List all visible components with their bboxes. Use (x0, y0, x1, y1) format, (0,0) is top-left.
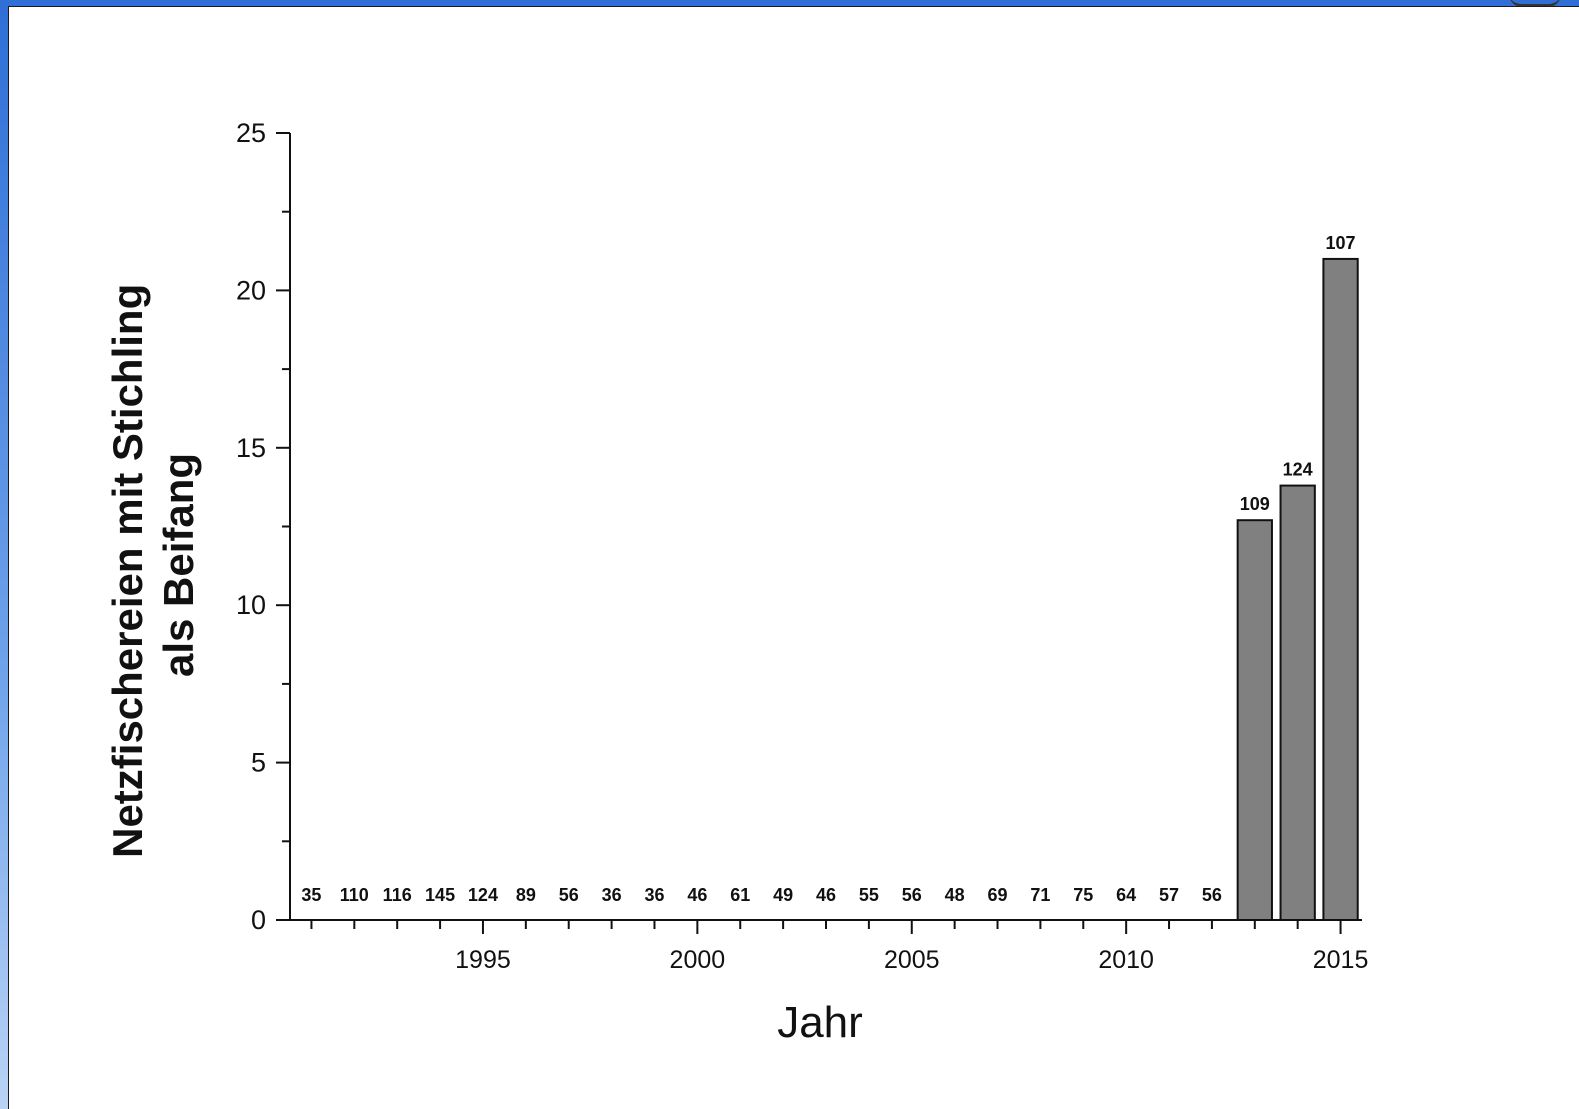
bar-label: 89 (516, 885, 536, 905)
x-tick-label: 2015 (1313, 946, 1369, 974)
bar (1236, 519, 1273, 921)
bar-label: 69 (988, 885, 1008, 905)
bar-label: 124 (468, 885, 498, 905)
bar (1279, 484, 1316, 921)
bar-label: 109 (1240, 494, 1270, 514)
bar-label: 107 (1326, 233, 1356, 253)
x-tick-label: 2000 (670, 946, 726, 974)
bars (1236, 257, 1359, 922)
bar-label: 35 (301, 885, 321, 905)
bar-label: 57 (1159, 885, 1179, 905)
y-axis-title-line-1: Netzfischereien mit Stichling (104, 284, 151, 858)
bar-label: 48 (945, 885, 965, 905)
y-axis-title-line-2: als Beifang (155, 453, 202, 677)
bar-label: 49 (773, 885, 793, 905)
bar-label: 116 (383, 885, 412, 905)
bar-label: 46 (687, 885, 707, 905)
bar-label: 56 (902, 885, 922, 905)
x-tick-label: 2010 (1098, 946, 1154, 974)
bar-label: 110 (340, 885, 369, 905)
chart-panel (8, 6, 1579, 1109)
bar-label: 36 (602, 885, 622, 905)
x-tick-label: 1995 (455, 946, 511, 974)
bar-labels: 35 110 116 145 124 89 56 36 36 46 61 49 46 55 56 48 69 71… (301, 233, 1355, 905)
y-axis: 0 5 10 15 20 25 (236, 118, 291, 935)
bar (1322, 257, 1359, 922)
y-axis-title: Netzfischereien mit Stichling als Beifan… (104, 272, 202, 858)
bar-label: 46 (816, 885, 836, 905)
bar-label: 61 (730, 885, 750, 905)
bar-label: 56 (559, 885, 579, 905)
y-tick-label: 5 (251, 748, 266, 778)
bar-label: 124 (1283, 460, 1313, 480)
bar-label: 56 (1202, 885, 1222, 905)
bar-label: 145 (425, 885, 455, 905)
y-tick-label: 15 (236, 433, 266, 463)
bar-label: 71 (1030, 885, 1050, 905)
y-tick-label: 0 (251, 905, 266, 935)
x-tick-label: 2005 (884, 946, 940, 974)
y-tick-label: 25 (236, 118, 266, 148)
x-axis: 1995 2000 2005 2010 2015 (290, 919, 1369, 974)
bar-label: 55 (859, 885, 879, 905)
y-tick-label: 20 (236, 275, 266, 305)
corner-decoration (1509, 0, 1561, 7)
bar-label: 36 (644, 885, 664, 905)
y-tick-label: 10 (236, 590, 266, 620)
bar-label: 64 (1116, 885, 1136, 905)
bar-label: 75 (1073, 885, 1093, 905)
x-axis-title: Jahr (777, 998, 863, 1047)
